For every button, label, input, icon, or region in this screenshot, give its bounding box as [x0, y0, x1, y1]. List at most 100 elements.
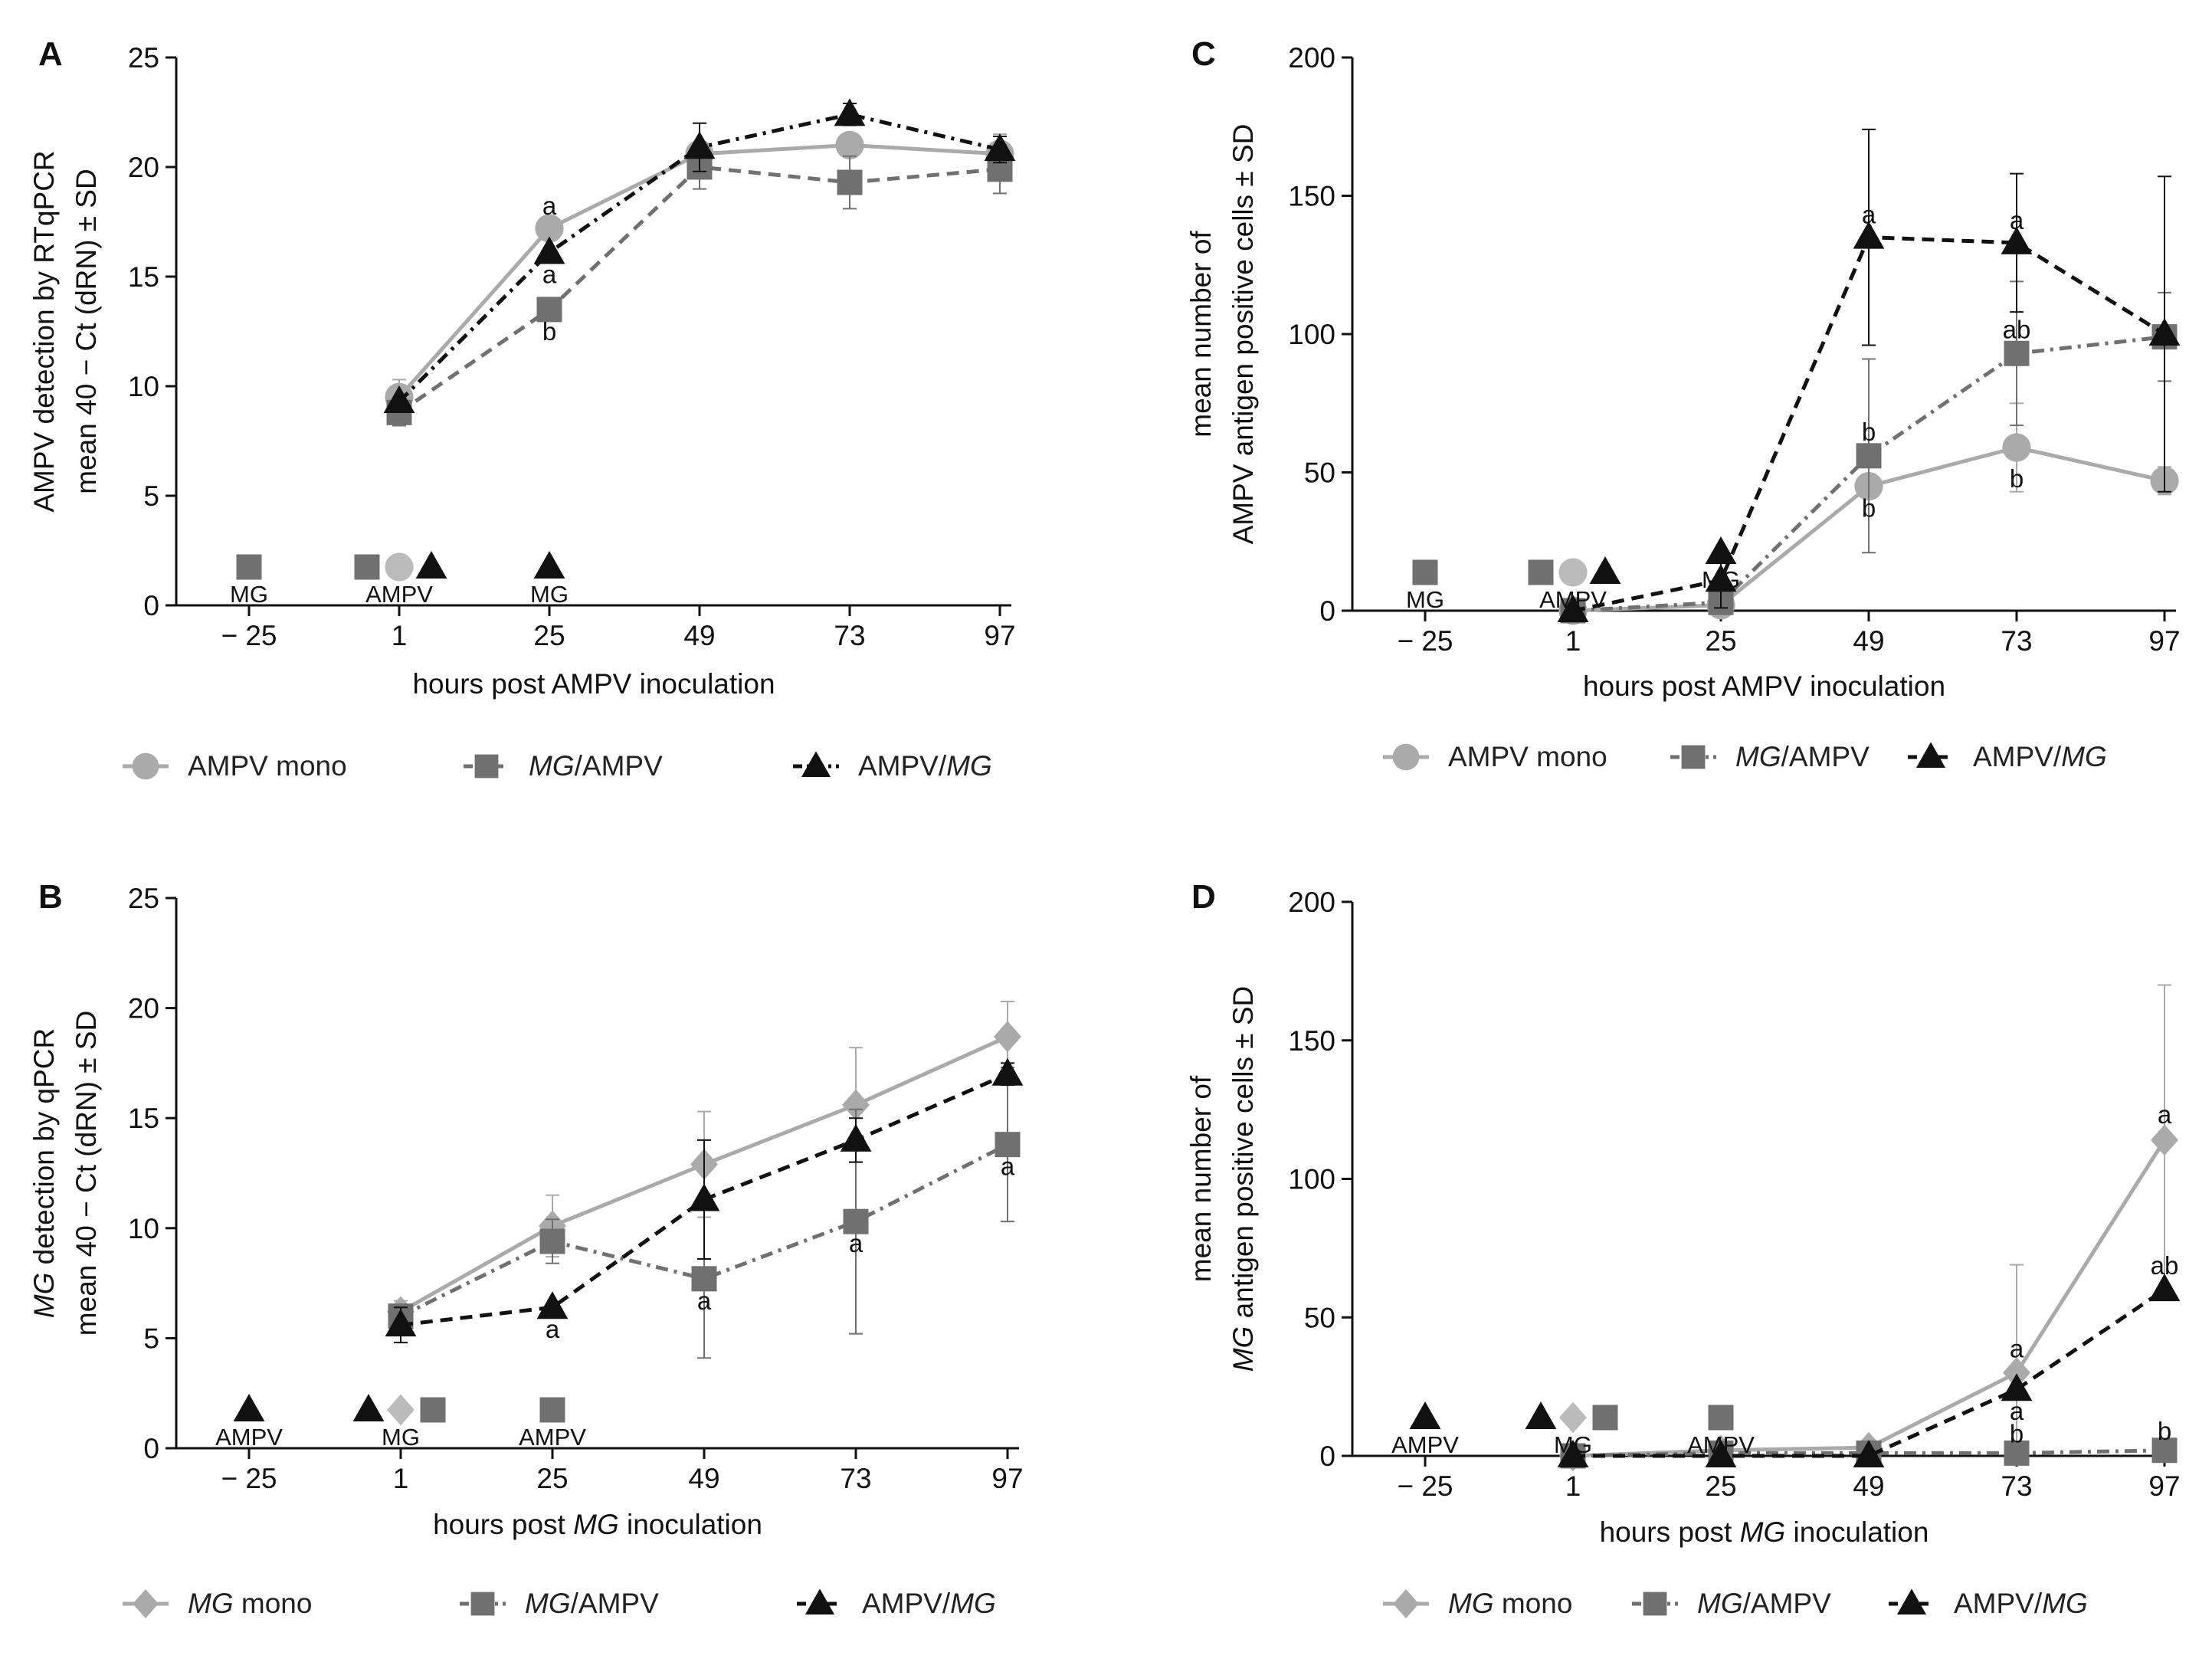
x-axis-title: hours post MG inoculation: [433, 1509, 762, 1540]
x-axis-title: hours post MG inoculation: [1600, 1516, 1929, 1548]
inoculation-label: AMPV: [519, 1424, 586, 1451]
y-tick-label: 15: [128, 261, 159, 293]
significance-label: a: [546, 1315, 560, 1343]
x-tick-label: − 25: [1397, 625, 1453, 657]
significance-label: b: [2010, 1419, 2024, 1447]
legend-item: AMPV mono: [1383, 741, 1607, 772]
legend-item: MG mono: [1383, 1588, 1572, 1619]
y-tick-label: 100: [1288, 1164, 1335, 1195]
x-axis-title: hours post AMPV inoculation: [1583, 670, 1945, 702]
data-point: [683, 131, 716, 159]
inoculation-label: MG: [382, 1424, 420, 1451]
inoculation-marker: [1412, 559, 1438, 585]
chart-panel-d: D 0 50 100 150 200 − 25 1 25 49 73 97 hours post MG …: [1185, 878, 2181, 1619]
inoculation-marker: [1558, 558, 1588, 587]
legend-marker: [1643, 1592, 1667, 1616]
legend-label: MG mono: [188, 1588, 312, 1619]
y-tick-label: 20: [128, 993, 159, 1024]
data-point: [995, 1132, 1021, 1158]
y-tick-label: 5: [143, 1323, 159, 1354]
legend-item: MG/AMPV: [1632, 1588, 1831, 1619]
inoculation-marker: [354, 554, 380, 580]
x-tick-label: 73: [840, 1463, 871, 1494]
legend-marker: [1915, 742, 1946, 768]
y-tick-label: 20: [128, 152, 159, 183]
x-tick-label: 97: [2148, 625, 2180, 657]
data-point: [1557, 1440, 1589, 1467]
x-tick-label: 73: [2001, 625, 2032, 657]
series-line: [399, 1142, 1009, 1318]
y-tick-label: 25: [128, 883, 159, 914]
legend-item: AMPV/MG: [1889, 1588, 2088, 1619]
y-axis-title: mean number of: [1185, 231, 1217, 438]
inoculation-marker: [1525, 1401, 1557, 1429]
x-tick-label: 25: [1705, 1470, 1736, 1502]
x-tick-label: 97: [991, 1463, 1023, 1494]
inoculation-label: AMPV: [1391, 1431, 1459, 1458]
y-tick-label: 200: [1288, 887, 1335, 918]
legend-item: AMPV/MG: [1908, 741, 2107, 772]
series-ampv-mg: [1557, 128, 2181, 622]
panel-letter: B: [38, 878, 63, 916]
inoculation-label: MG: [1702, 566, 1740, 593]
significance-label: a: [2010, 1397, 2024, 1425]
chart-panel-b: B 0 5 10 15 20 25 − 25 1 25 49 73 97 hours post MG in…: [28, 878, 1024, 1619]
significance-label: ab: [2003, 315, 2031, 343]
data-point: [539, 1228, 565, 1254]
y-tick-label: 15: [128, 1103, 159, 1134]
series-mg-ampv: [386, 144, 1013, 427]
data-point: [2151, 1437, 2178, 1464]
y-axis-title: MG antigen positive cells ± SD: [1227, 986, 1259, 1372]
y-tick-label: 0: [143, 590, 159, 621]
legend-label: AMPV/MG: [1973, 741, 2107, 772]
inoculation-label: MG: [1554, 1431, 1592, 1458]
y-axis-title: mean 40 − Ct (dRN) ± SD: [70, 169, 102, 493]
data-point: [2003, 1357, 2030, 1388]
series-ampv-mg: [383, 98, 1016, 414]
significance-label: a: [542, 192, 557, 220]
x-tick-label: 1: [393, 1463, 409, 1494]
data-point: [834, 98, 866, 126]
legend-marker: [470, 1592, 495, 1616]
inoculation-label: MG: [230, 581, 268, 608]
inoculation-marker: [415, 551, 447, 579]
significance-label: a: [2010, 1335, 2024, 1363]
legend-item: MG/AMPV: [460, 1588, 659, 1619]
data-point: [691, 1266, 717, 1292]
data-point: [842, 1089, 870, 1121]
series-ampv-mg: [385, 1057, 1024, 1344]
y-tick-label: 0: [143, 1433, 159, 1464]
legend-marker: [801, 751, 831, 777]
x-tick-label: 49: [1853, 625, 1884, 657]
significance-label: a: [2010, 206, 2024, 234]
significance-label: b: [542, 317, 556, 346]
y-tick-label: 200: [1288, 42, 1335, 74]
significance-label: a: [2158, 1100, 2172, 1129]
inoculation-marker: [236, 554, 262, 580]
legend-item: AMPV mono: [123, 750, 347, 782]
series-line: [1572, 335, 2165, 613]
x-tick-label: 97: [984, 620, 1015, 651]
x-tick-label: 49: [688, 1463, 719, 1494]
series-line: [398, 165, 1001, 415]
x-tick-label: 73: [834, 620, 865, 651]
y-tick-label: 10: [128, 371, 159, 402]
significance-label: a: [542, 261, 557, 289]
legend-item: MG/AMPV: [464, 750, 663, 782]
significance-label: b: [2158, 1417, 2171, 1445]
legend-marker: [133, 1588, 159, 1619]
inoculation-marker: [1589, 556, 1621, 584]
data-point: [2004, 340, 2030, 366]
inoculation-label: MG: [530, 581, 569, 608]
data-point: [536, 1291, 569, 1319]
y-tick-label: 50: [1304, 1302, 1335, 1333]
legend-marker: [1896, 1588, 1927, 1614]
data-point: [843, 1208, 869, 1234]
panel-letter: D: [1191, 878, 1216, 916]
inoculation-marker: [533, 551, 565, 579]
legend-label: AMPV/MG: [1954, 1588, 2088, 1619]
y-axis-title: mean number of: [1185, 1075, 1217, 1282]
x-tick-label: − 25: [221, 620, 277, 651]
series-line: [1573, 1288, 2166, 1458]
